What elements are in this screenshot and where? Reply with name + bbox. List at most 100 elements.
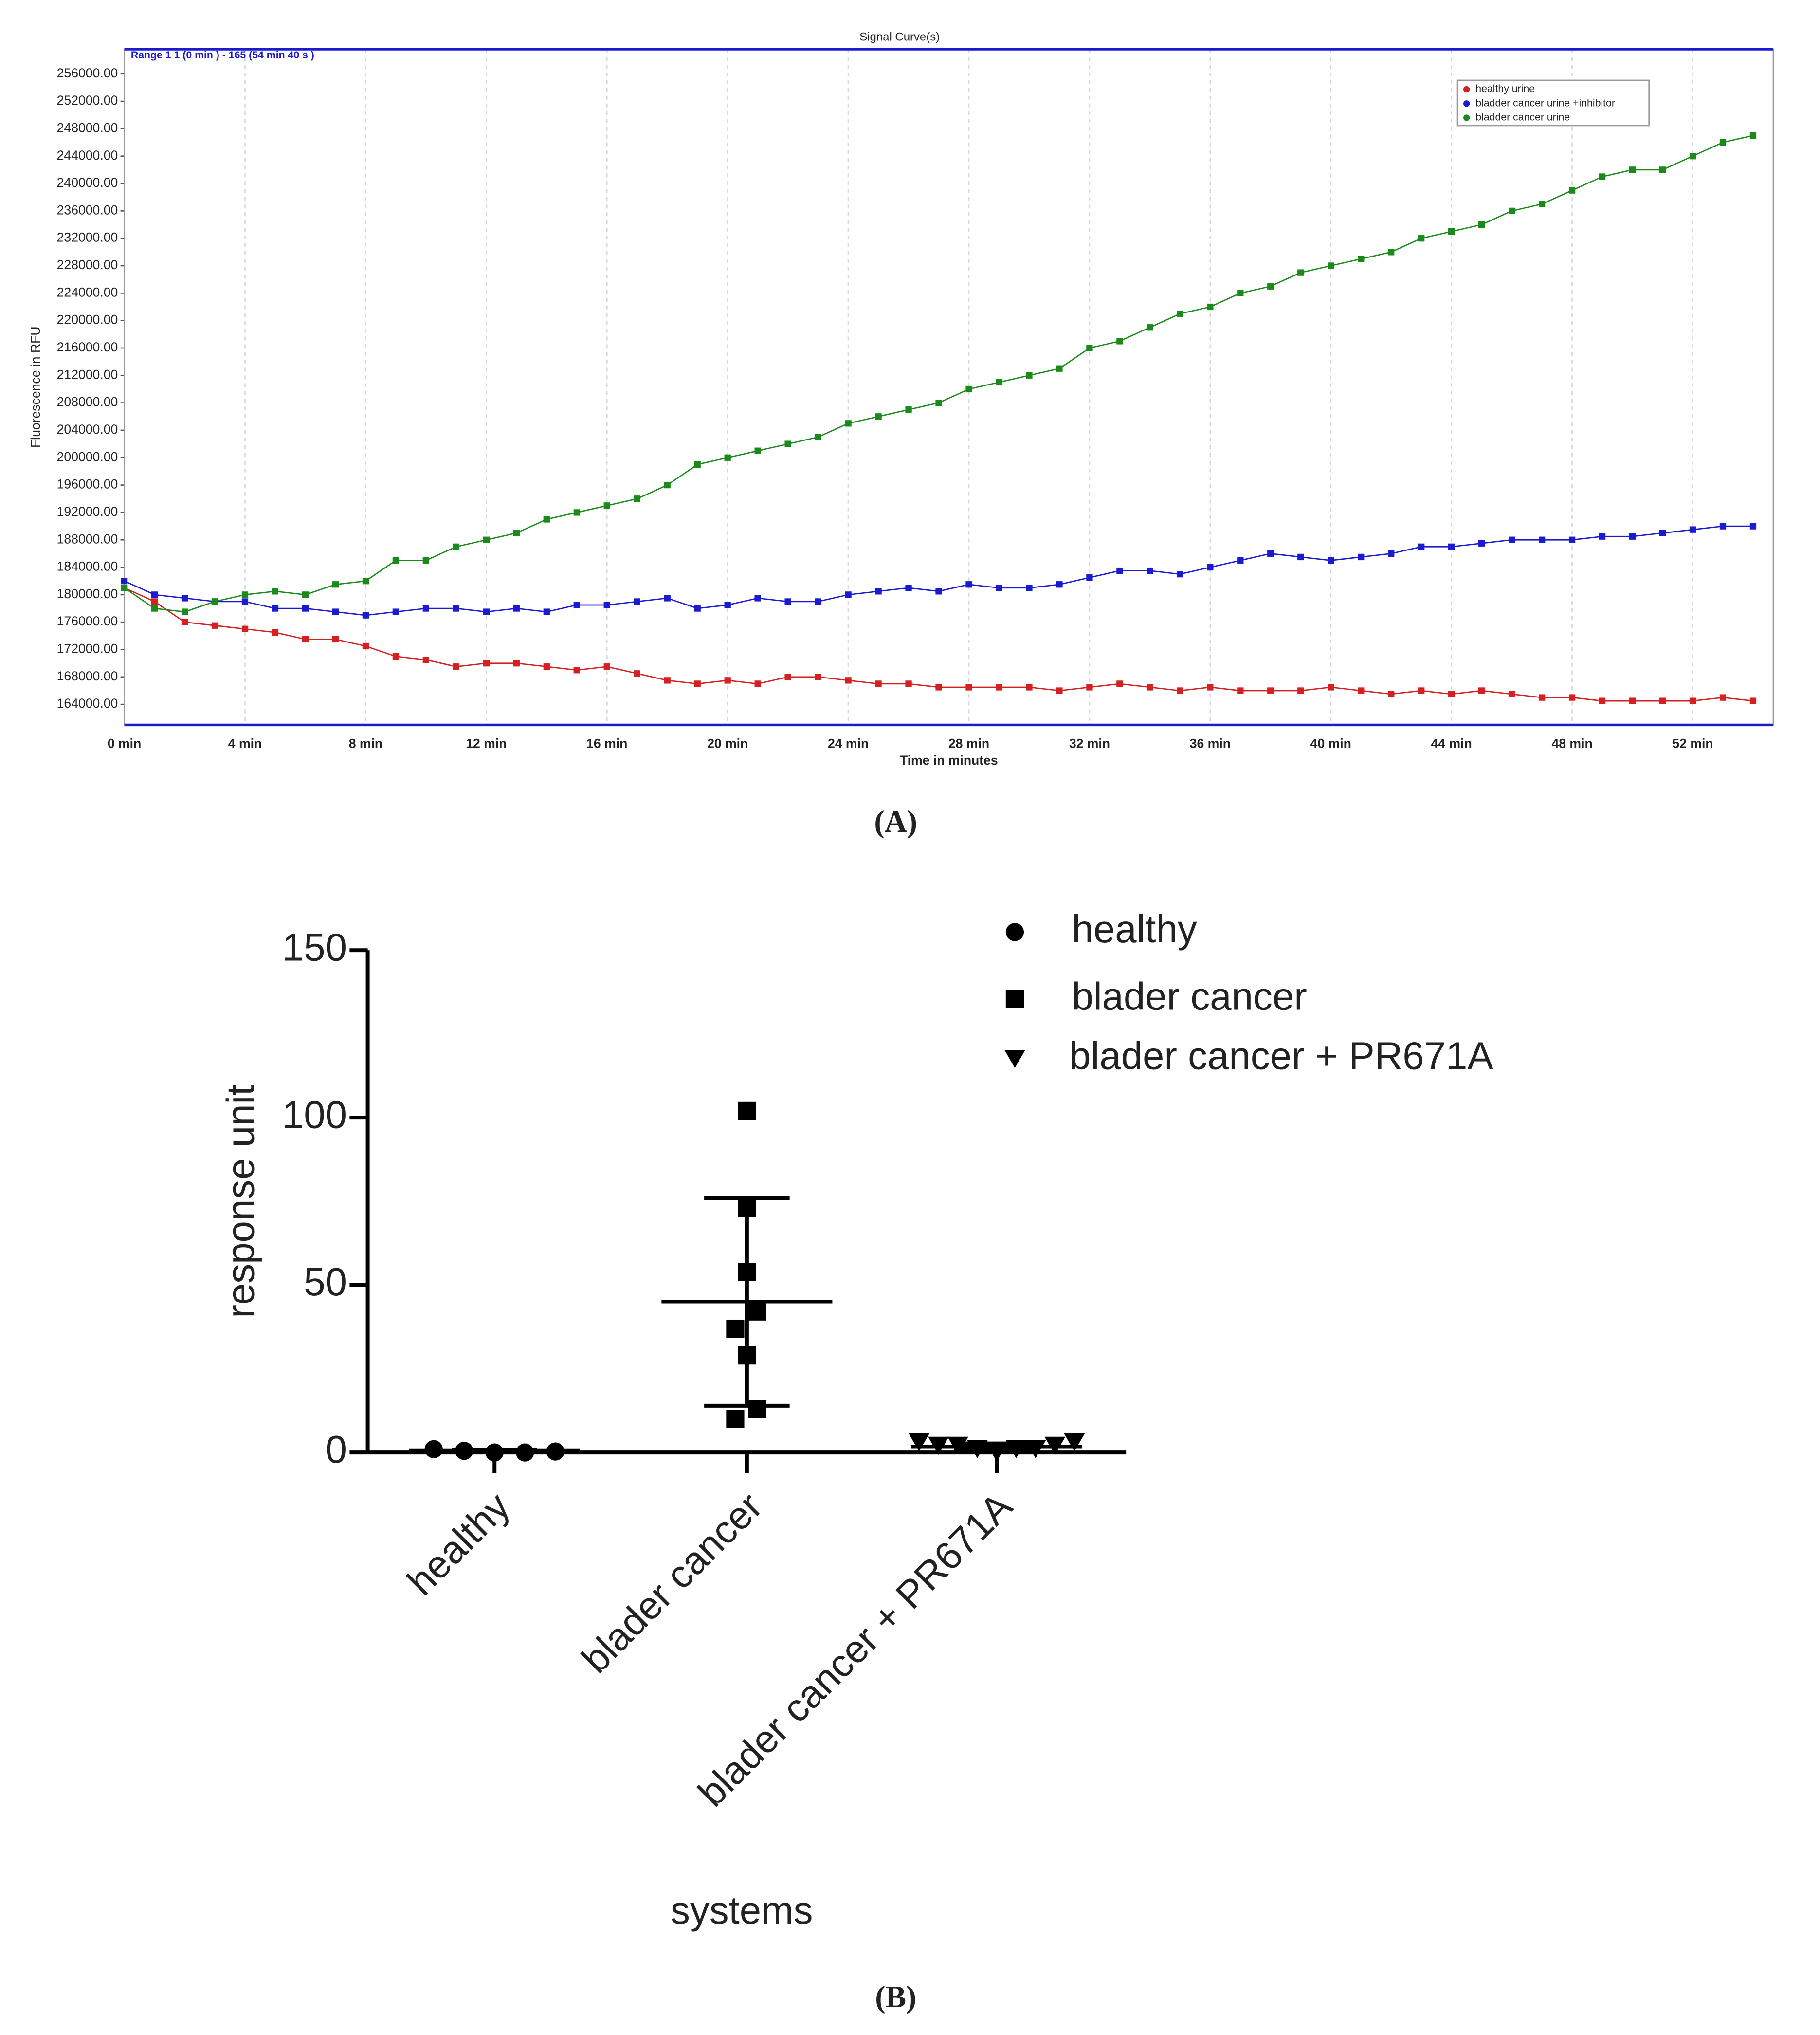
point xyxy=(724,454,731,461)
x-tick-label: 48 min xyxy=(1551,736,1592,751)
point xyxy=(1508,536,1515,543)
point xyxy=(815,674,821,680)
y-tick-label: 200000.00 xyxy=(57,449,118,464)
point xyxy=(483,608,490,615)
x-tick-label: 20 min xyxy=(707,736,748,751)
point xyxy=(1328,557,1334,564)
y-tick-label: 204000.00 xyxy=(57,422,118,437)
panel-label: (A) xyxy=(874,804,917,839)
point xyxy=(1749,523,1757,530)
point xyxy=(634,670,640,677)
panel-label: (B) xyxy=(875,1980,916,2014)
point xyxy=(875,588,882,595)
legend-label: healthy urine xyxy=(1475,83,1535,94)
point xyxy=(875,680,882,687)
legend-label: healthy xyxy=(1072,907,1197,951)
point xyxy=(815,434,821,440)
point xyxy=(1689,526,1696,533)
point xyxy=(1056,365,1063,372)
point xyxy=(1086,345,1093,351)
point xyxy=(724,602,731,608)
y-tick-label: 252000.00 xyxy=(57,93,118,108)
y-tick-label: 240000.00 xyxy=(57,175,118,190)
point xyxy=(272,588,279,595)
point xyxy=(362,578,369,585)
point xyxy=(1358,553,1365,561)
y-tick-label: 228000.00 xyxy=(57,257,118,272)
point xyxy=(1448,228,1455,235)
point xyxy=(1358,687,1365,694)
point xyxy=(694,680,701,687)
point xyxy=(1448,691,1455,697)
point xyxy=(935,399,942,406)
chart-title: Signal Curve(s) xyxy=(859,30,940,43)
legend-box xyxy=(1456,79,1650,127)
point xyxy=(935,588,942,595)
y-tick-label: 236000.00 xyxy=(57,202,118,217)
y-tick-label: 176000.00 xyxy=(57,614,118,628)
point xyxy=(1056,687,1063,694)
point xyxy=(1297,269,1304,276)
point xyxy=(1297,553,1304,561)
y-axis-label: response unit xyxy=(218,1085,262,1318)
point xyxy=(1207,303,1214,311)
point xyxy=(664,677,671,684)
point xyxy=(573,667,580,674)
x-tick-label: 44 min xyxy=(1431,736,1472,751)
point xyxy=(1568,694,1576,701)
point xyxy=(1659,530,1666,536)
x-tick-label: 40 min xyxy=(1310,736,1351,751)
point xyxy=(726,1410,745,1428)
point xyxy=(845,591,852,598)
point xyxy=(726,1319,745,1338)
point xyxy=(181,608,188,615)
point xyxy=(1064,1433,1085,1452)
point xyxy=(543,516,550,523)
point xyxy=(905,680,912,687)
x-tick-label: 24 min xyxy=(828,736,869,751)
point xyxy=(1508,207,1515,215)
point xyxy=(996,684,1002,691)
point xyxy=(845,420,852,427)
y-tick-label: 180000.00 xyxy=(57,587,118,601)
point xyxy=(909,1433,930,1452)
point xyxy=(1629,166,1636,173)
point xyxy=(1116,567,1123,574)
x-tick-label: 16 min xyxy=(586,736,627,751)
legend-marker xyxy=(1005,923,1024,941)
point xyxy=(1749,697,1757,704)
point xyxy=(453,605,460,612)
point xyxy=(362,612,369,619)
point xyxy=(1147,684,1153,691)
y-tick-label: 164000.00 xyxy=(57,696,118,711)
point xyxy=(1267,550,1274,557)
y-axis-label: Fluorescence in RFU xyxy=(28,326,43,448)
point xyxy=(1116,680,1123,687)
point xyxy=(513,605,520,612)
point xyxy=(121,578,128,585)
y-tick-label: 0 xyxy=(326,1428,347,1471)
point xyxy=(1388,550,1395,557)
point xyxy=(241,598,249,605)
point xyxy=(1448,543,1455,550)
y-tick-label: 224000.00 xyxy=(57,285,118,299)
point xyxy=(634,598,640,605)
point xyxy=(905,406,912,413)
x-tick-label: 0 min xyxy=(108,736,141,751)
point xyxy=(241,591,249,598)
y-tick-label: 232000.00 xyxy=(57,230,118,245)
point xyxy=(422,605,430,612)
point xyxy=(1659,697,1666,704)
point xyxy=(1297,687,1304,694)
point xyxy=(1538,201,1546,207)
point xyxy=(1749,132,1757,139)
point xyxy=(664,595,671,602)
point xyxy=(1418,543,1425,550)
point xyxy=(1086,684,1093,691)
point xyxy=(453,663,460,670)
y-tick-label: 216000.00 xyxy=(57,340,118,354)
point xyxy=(603,663,610,670)
y-tick-label: 50 xyxy=(304,1260,347,1303)
point xyxy=(1328,684,1334,691)
point xyxy=(1026,372,1033,379)
